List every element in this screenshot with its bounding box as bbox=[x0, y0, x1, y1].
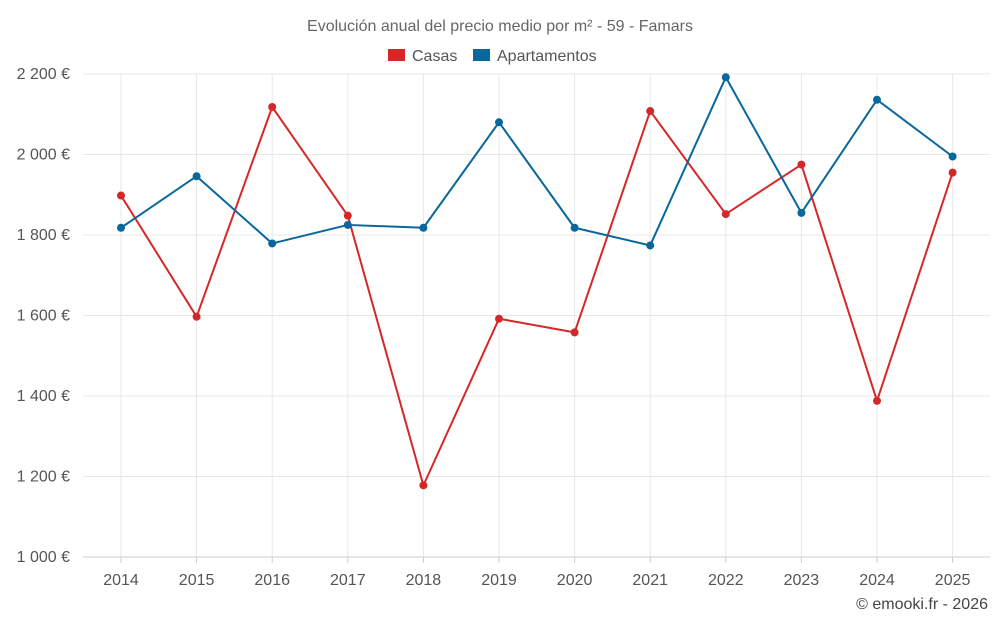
x-tick-label: 2023 bbox=[784, 572, 820, 589]
x-tick-label: 2019 bbox=[481, 572, 517, 589]
y-tick-label: 1 000 € bbox=[17, 549, 70, 566]
grid bbox=[83, 73, 990, 558]
data-point-casas[interactable] bbox=[192, 312, 201, 321]
data-point-apartamentos[interactable] bbox=[721, 73, 730, 82]
data-point-apartamentos[interactable] bbox=[192, 172, 201, 181]
data-point-apartamentos[interactable] bbox=[343, 220, 352, 229]
x-tick-label: 2015 bbox=[179, 572, 215, 589]
legend-swatch-apartamentos[interactable] bbox=[473, 49, 490, 61]
data-point-apartamentos[interactable] bbox=[495, 118, 503, 127]
x-tick-label: 2025 bbox=[935, 572, 971, 589]
x-tick-label: 2018 bbox=[406, 572, 442, 589]
x-tick-label: 2020 bbox=[557, 572, 593, 589]
data-point-casas[interactable] bbox=[873, 396, 881, 405]
data-point-apartamentos[interactable] bbox=[117, 223, 125, 232]
y-tick-label: 1 200 € bbox=[17, 469, 70, 486]
series-line-apartamentos bbox=[120, 76, 954, 247]
data-point-casas[interactable] bbox=[117, 191, 125, 200]
data-point-casas[interactable] bbox=[268, 103, 277, 112]
x-tick-label: 2022 bbox=[708, 572, 744, 589]
data-point-apartamentos[interactable] bbox=[570, 223, 579, 232]
legend-label-apartamentos[interactable]: Apartamentos bbox=[497, 48, 597, 65]
x-axis: 2014 2015 2016 2017 2018 2019 2020 2021 2022 2023… bbox=[103, 557, 970, 589]
data-point-apartamentos[interactable] bbox=[797, 208, 806, 217]
data-point-apartamentos[interactable] bbox=[419, 223, 428, 232]
data-point-casas[interactable] bbox=[721, 210, 730, 219]
x-tick-label: 2021 bbox=[632, 572, 668, 589]
series-layer bbox=[117, 73, 957, 490]
y-tick-label: 2 000 € bbox=[17, 147, 70, 164]
data-point-casas[interactable] bbox=[646, 107, 655, 116]
series-line-casas bbox=[120, 106, 954, 487]
y-tick-label: 1 400 € bbox=[17, 388, 70, 405]
data-point-casas[interactable] bbox=[343, 211, 352, 220]
data-point-apartamentos[interactable] bbox=[948, 152, 957, 161]
data-point-casas[interactable] bbox=[570, 328, 579, 337]
y-tick-label: 2 200 € bbox=[17, 66, 70, 83]
data-point-apartamentos[interactable] bbox=[873, 95, 881, 104]
legend-swatch-casas[interactable] bbox=[388, 49, 405, 61]
x-tick-label: 2024 bbox=[859, 572, 895, 589]
data-point-apartamentos[interactable] bbox=[646, 241, 655, 250]
y-axis: 1 000 € 1 200 € 1 400 € 1 600 € 1 800 € 2 000… bbox=[17, 66, 70, 566]
legend-label-casas[interactable]: Casas bbox=[412, 48, 457, 65]
x-tick-label: 2017 bbox=[330, 572, 366, 589]
data-point-casas[interactable] bbox=[419, 481, 428, 490]
y-tick-label: 1 600 € bbox=[17, 308, 70, 325]
x-tick-label: 2016 bbox=[254, 572, 290, 589]
y-tick-label: 1 800 € bbox=[17, 227, 70, 244]
data-point-casas[interactable] bbox=[948, 168, 957, 177]
chart-title: Evolución anual del precio medio por m² … bbox=[307, 18, 693, 35]
credit-text: © emooki.fr - 2026 bbox=[856, 596, 988, 613]
data-point-apartamentos[interactable] bbox=[268, 239, 277, 248]
x-tick-label: 2014 bbox=[103, 572, 139, 589]
data-point-casas[interactable] bbox=[495, 314, 503, 323]
legend: Casas Apartamentos bbox=[388, 48, 597, 65]
data-point-casas[interactable] bbox=[797, 160, 806, 169]
